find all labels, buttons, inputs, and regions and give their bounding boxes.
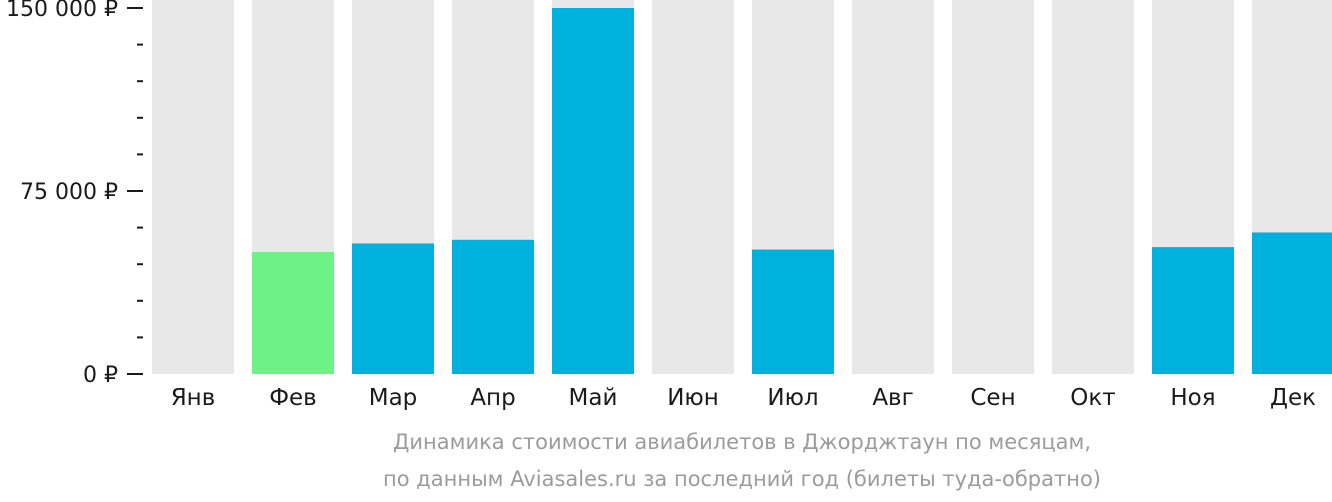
- x-tick-label: Июл: [767, 385, 818, 411]
- bar-12: [1252, 232, 1332, 374]
- bar-11: [1152, 247, 1234, 374]
- y-tick-label: 75 000 ₽: [20, 180, 118, 205]
- y-tick-label: 150 000 ₽: [6, 0, 118, 22]
- bar-5: [552, 8, 634, 374]
- x-tick-label: Фев: [269, 385, 317, 411]
- bar-background: [652, 0, 734, 374]
- chart-caption-line-1: Динамика стоимости авиабилетов в Джорджт…: [392, 430, 1092, 454]
- bar-background: [952, 0, 1034, 374]
- chart-plot-area: 0 ₽ 75 000 ₽ 150 000 ₽ Янв Фев Мар Апр Май Июн И…: [6, 0, 1332, 411]
- y-axis: 0 ₽ 75 000 ₽ 150 000 ₽: [6, 0, 143, 388]
- x-tick-label: Май: [569, 385, 618, 411]
- bar-background: [1052, 0, 1134, 374]
- bars-group: [152, 0, 1332, 374]
- x-tick-label: Окт: [1070, 385, 1115, 411]
- bar-3: [352, 243, 434, 374]
- bar-2: [252, 252, 334, 374]
- bar-background: [152, 0, 234, 374]
- x-tick-label: Мар: [369, 385, 418, 411]
- x-tick-label: Ноя: [1170, 385, 1215, 411]
- x-tick-label: Дек: [1270, 385, 1316, 411]
- y-tick-label: 0 ₽: [83, 363, 118, 388]
- bar-background: [852, 0, 934, 374]
- x-tick-label: Апр: [470, 385, 515, 411]
- x-tick-label: Сен: [970, 385, 1015, 411]
- x-axis: Янв Фев Мар Апр Май Июн Июл Авг Сен Окт Ноя Дек: [171, 385, 1316, 411]
- x-tick-label: Янв: [171, 385, 216, 411]
- chart-caption-line-2: по данным Aviasales.ru за последний год …: [383, 467, 1101, 491]
- bar-4: [452, 239, 534, 374]
- bar-7: [752, 249, 834, 374]
- x-tick-label: Июн: [667, 385, 719, 411]
- x-tick-label: Авг: [872, 385, 913, 411]
